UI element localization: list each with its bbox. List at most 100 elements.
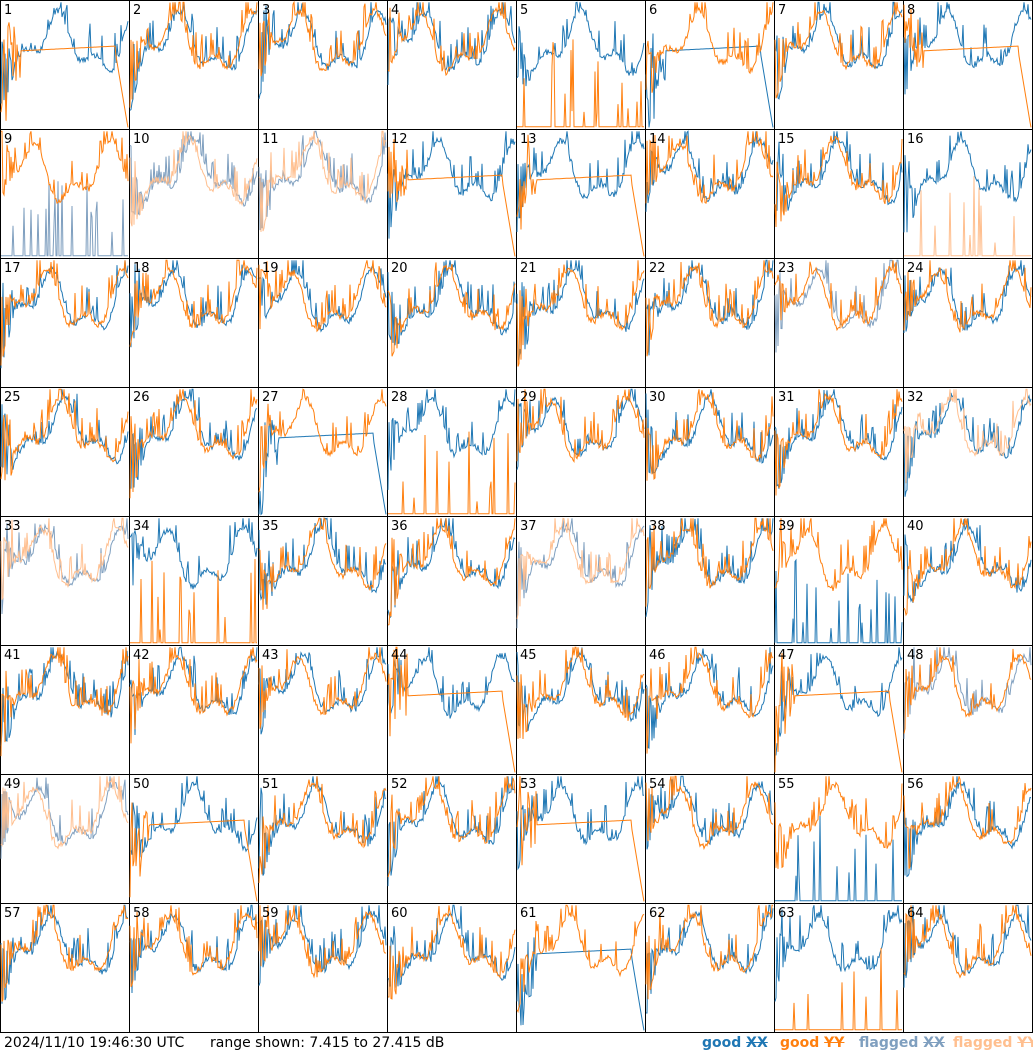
panel-48: 48 (903, 645, 1033, 775)
series-yy-52 (387, 776, 516, 878)
series-yy-8 (903, 4, 1032, 128)
panel-frame (258, 516, 388, 646)
series-yy-24 (903, 260, 1032, 333)
panel-label: 41 (4, 648, 21, 663)
series-xx-18 (129, 260, 258, 348)
series-xx-32 (903, 392, 1032, 497)
panel-label: 16 (907, 132, 924, 147)
panel-label: 34 (133, 519, 150, 534)
panel-label: 22 (649, 261, 666, 276)
panel-label: 4 (391, 3, 399, 18)
panel-55: 55 (774, 774, 904, 904)
series-yy-56 (903, 776, 1032, 869)
panel-5: 5 (516, 0, 646, 130)
panel-label: 48 (907, 648, 924, 663)
series-xx-1 (0, 2, 129, 104)
panel-frame (645, 0, 775, 130)
panel-frame (129, 0, 259, 130)
panel-label: 18 (133, 261, 150, 276)
series-yy-2 (129, 1, 258, 108)
series-yy-46 (645, 646, 774, 754)
series-xx-55 (775, 815, 902, 902)
series-yy-21 (516, 260, 645, 367)
panel-frame (387, 129, 517, 259)
series-yy-10 (129, 131, 258, 227)
series-xx-56 (903, 776, 1032, 878)
panel-label: 29 (520, 390, 537, 405)
series-yy-33 (0, 517, 129, 600)
panel-label: 61 (520, 906, 537, 921)
series-yy-14 (645, 131, 774, 204)
series-yy-45 (516, 646, 645, 740)
panel-49: 49 (0, 774, 130, 904)
series-xx-44 (387, 647, 516, 719)
panel-label: 32 (907, 390, 924, 405)
panel-45: 45 (516, 645, 646, 775)
panel-40: 40 (903, 516, 1033, 646)
series-xx-47 (774, 647, 903, 756)
series-xx-4 (387, 2, 516, 86)
panel-label: 31 (778, 390, 795, 405)
panel-19: 19 (258, 258, 388, 388)
series-xx-59 (258, 905, 387, 986)
panel-label: 37 (520, 519, 537, 534)
panel-21: 21 (516, 258, 646, 388)
panel-frame (774, 645, 904, 775)
panel-27: 27 (258, 387, 388, 517)
panel-38: 38 (645, 516, 775, 646)
panel-label: 44 (391, 648, 408, 663)
panel-label: 49 (4, 777, 21, 792)
series-yy-59 (258, 905, 387, 979)
panel-11: 11 (258, 129, 388, 259)
panel-18: 18 (129, 258, 259, 388)
panel-frame (129, 516, 259, 646)
series-xx-28 (387, 389, 516, 490)
panel-frame (387, 387, 517, 517)
series-xx-17 (0, 260, 129, 369)
panel-label: 11 (262, 132, 279, 147)
series-xx-62 (646, 904, 774, 1014)
series-yy-12 (387, 139, 516, 257)
series-yy-17 (0, 260, 129, 366)
panel-frame (645, 903, 775, 1033)
panel-label: 56 (907, 777, 924, 792)
panel-15: 15 (774, 129, 904, 259)
series-yy-48 (903, 647, 1032, 734)
series-yy-31 (774, 389, 903, 496)
panel-2: 2 (129, 0, 259, 130)
panel-29: 29 (516, 387, 646, 517)
series-xx-26 (129, 388, 258, 489)
panel-52: 52 (387, 774, 517, 904)
panel-label: 2 (133, 3, 141, 18)
series-yy-50 (129, 802, 258, 902)
panel-frame (387, 774, 517, 904)
panel-63: 63 (774, 903, 904, 1033)
panel-28: 28 (387, 387, 517, 517)
panel-51: 51 (258, 774, 388, 904)
panel-label: 15 (778, 132, 795, 147)
footer-bar: 2024/11/10 19:46:30 UTC range shown: 7.4… (0, 1033, 1033, 1053)
series-yy-39 (774, 518, 903, 592)
panel-frame (516, 516, 646, 646)
panel-34: 34 (129, 516, 259, 646)
panel-label: 13 (520, 132, 537, 147)
panel-frame (516, 258, 646, 388)
panel-33: 33 (0, 516, 130, 646)
panel-label: 17 (4, 261, 21, 276)
panel-label: 14 (649, 132, 666, 147)
panel-label: 20 (391, 261, 408, 276)
panel-label: 47 (778, 648, 795, 663)
series-xx-48 (903, 647, 1032, 739)
panel-label: 10 (133, 132, 150, 147)
panel-frame (0, 903, 130, 1033)
panel-label: 23 (778, 261, 795, 276)
panel-22: 22 (645, 258, 775, 388)
panel-12: 12 (387, 129, 517, 259)
panel-6: 6 (645, 0, 775, 130)
series-xx-24 (903, 260, 1032, 334)
panel-60: 60 (387, 903, 517, 1033)
series-yy-13 (516, 134, 645, 257)
series-xx-58 (129, 904, 258, 994)
panel-24: 24 (903, 258, 1033, 388)
